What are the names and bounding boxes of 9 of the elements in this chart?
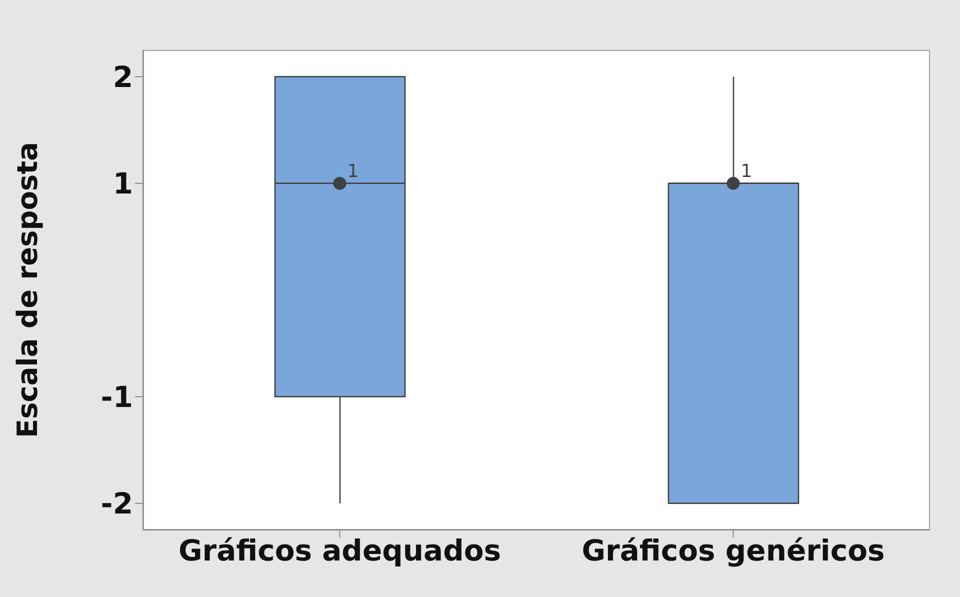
annotation: 1 [347,160,359,182]
y-tick-label: -2 [100,486,133,521]
annotation: 1 [740,160,752,182]
y-tick-label: 2 [112,60,133,94]
y-tick-label: 1 [112,166,133,201]
y-axis-title: Escala de resposta [10,142,44,438]
x-tick-label: Gráficos adequados [178,534,502,568]
x-tick-label: Gráficos genéricos [582,534,885,568]
y-tick-label: -1 [100,380,133,414]
